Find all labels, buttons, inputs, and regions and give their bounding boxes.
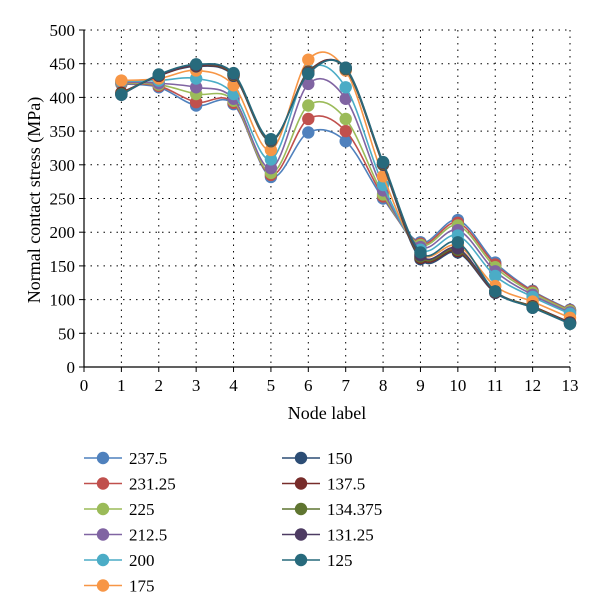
legend-item: 200 bbox=[84, 551, 155, 570]
data-point bbox=[302, 67, 315, 81]
legend-label: 175 bbox=[129, 577, 155, 596]
data-point bbox=[302, 99, 315, 112]
legend-marker bbox=[294, 451, 308, 465]
data-point bbox=[115, 74, 128, 87]
legend: 237.5 231.25 225 212.5 200 175 150 137.5 134.375… bbox=[84, 449, 382, 596]
series-225 bbox=[115, 76, 577, 318]
x-tick-label: 4 bbox=[229, 376, 238, 395]
legend-label: 137.5 bbox=[327, 475, 365, 494]
legend-item: 175 bbox=[84, 577, 155, 596]
legend-item: 237.5 bbox=[84, 449, 167, 468]
data-point bbox=[339, 124, 352, 138]
data-point bbox=[339, 135, 352, 148]
legend-item: 125 bbox=[282, 551, 353, 570]
y-tick-label: 350 bbox=[50, 122, 76, 141]
data-point bbox=[339, 92, 352, 105]
legend-label: 225 bbox=[129, 500, 155, 519]
legend-marker bbox=[96, 477, 110, 490]
data-point bbox=[264, 153, 278, 166]
y-tick-label: 500 bbox=[50, 21, 76, 40]
legend-marker bbox=[294, 528, 308, 541]
data-point bbox=[264, 132, 278, 146]
x-tick-label: 5 bbox=[267, 376, 276, 395]
legend-label: 134.375 bbox=[327, 500, 382, 519]
y-tick-label: 150 bbox=[50, 257, 76, 276]
x-tick-label: 8 bbox=[379, 376, 388, 395]
legend-marker bbox=[294, 477, 308, 490]
legend-label: 237.5 bbox=[129, 449, 167, 468]
legend-marker bbox=[96, 579, 110, 592]
data-point bbox=[302, 53, 315, 66]
y-axis-title: Normal contact stress (MPa) bbox=[24, 97, 45, 303]
legend-marker bbox=[294, 502, 308, 516]
data-point bbox=[302, 112, 315, 126]
y-tick-label: 300 bbox=[50, 156, 76, 175]
series-212.5 bbox=[115, 75, 577, 319]
data-point bbox=[339, 112, 352, 126]
x-tick-label: 10 bbox=[449, 376, 466, 395]
legend-item: 212.5 bbox=[84, 526, 167, 545]
data-point bbox=[302, 77, 315, 91]
series-layer bbox=[115, 51, 577, 331]
data-point bbox=[189, 58, 203, 71]
legend-marker bbox=[294, 553, 308, 567]
x-tick-label: 7 bbox=[341, 376, 350, 395]
x-tick-label: 0 bbox=[80, 376, 89, 395]
x-tick-label: 6 bbox=[304, 376, 313, 395]
x-tick-label: 12 bbox=[524, 376, 541, 395]
legend-label: 150 bbox=[327, 449, 353, 468]
legend-marker bbox=[96, 451, 110, 465]
data-point bbox=[189, 81, 203, 94]
series-125 bbox=[115, 58, 577, 331]
data-point bbox=[489, 285, 502, 298]
legend-item: 137.5 bbox=[282, 475, 365, 494]
x-tick-label: 2 bbox=[155, 376, 164, 395]
x-axis-title: Node label bbox=[288, 403, 366, 423]
x-tick-label: 1 bbox=[117, 376, 126, 395]
data-point bbox=[227, 79, 240, 92]
data-point bbox=[264, 161, 278, 175]
legend-label: 212.5 bbox=[129, 526, 167, 545]
data-point bbox=[563, 317, 577, 331]
legend-marker bbox=[96, 528, 110, 541]
axes bbox=[79, 29, 571, 372]
legend-item: 231.25 bbox=[84, 475, 176, 494]
legend-item: 131.25 bbox=[282, 526, 374, 545]
data-point bbox=[526, 301, 539, 314]
legend-marker bbox=[96, 553, 110, 567]
legend-marker bbox=[96, 502, 110, 516]
legend-label: 231.25 bbox=[129, 475, 176, 494]
legend-label: 125 bbox=[327, 551, 353, 570]
data-point bbox=[302, 126, 315, 139]
data-point bbox=[227, 66, 240, 80]
y-tick-label: 50 bbox=[58, 324, 75, 343]
data-point bbox=[115, 88, 128, 101]
legend-item: 134.375 bbox=[282, 500, 382, 519]
data-point bbox=[489, 269, 502, 283]
data-point bbox=[264, 143, 278, 157]
data-point bbox=[339, 81, 352, 94]
legend-label: 200 bbox=[129, 551, 155, 570]
y-tick-label: 400 bbox=[50, 88, 76, 107]
x-tick-label: 11 bbox=[487, 376, 503, 395]
data-point bbox=[414, 246, 427, 259]
y-tick-label: 0 bbox=[67, 358, 76, 377]
data-point bbox=[376, 155, 390, 169]
y-tick-label: 450 bbox=[50, 55, 76, 74]
y-tick-label: 250 bbox=[50, 190, 76, 209]
y-tick-label: 100 bbox=[50, 291, 76, 310]
y-tick-label: 200 bbox=[50, 223, 76, 242]
data-point bbox=[451, 236, 465, 249]
x-tick-label: 13 bbox=[562, 376, 579, 395]
x-tick-label: 3 bbox=[192, 376, 201, 395]
legend-label: 131.25 bbox=[327, 526, 374, 545]
x-tick-label: 9 bbox=[416, 376, 425, 395]
data-point bbox=[339, 61, 352, 74]
legend-item: 150 bbox=[282, 449, 353, 468]
data-point bbox=[152, 68, 165, 81]
legend-item: 225 bbox=[84, 500, 155, 519]
